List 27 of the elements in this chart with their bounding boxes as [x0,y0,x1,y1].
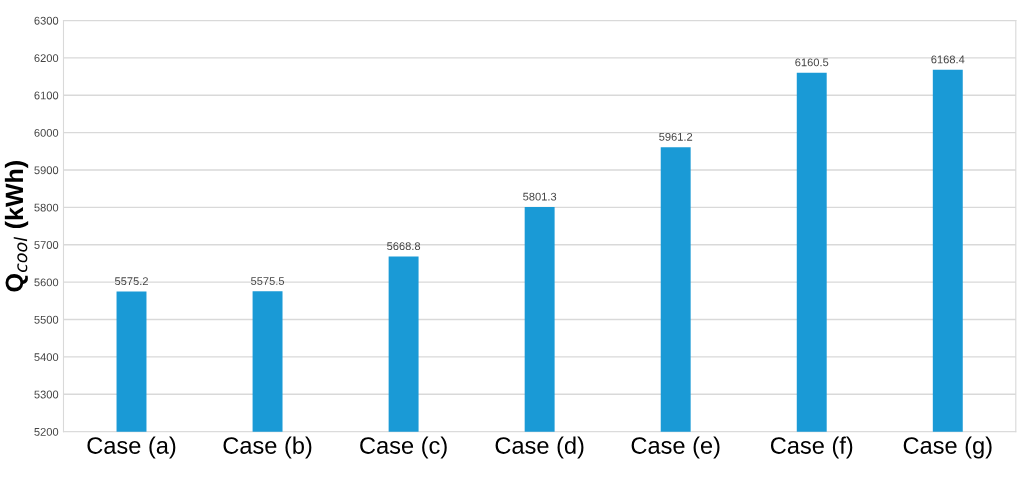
data-label: 6168.4 [931,55,965,64]
y-axis-title: Q$_{cool}$ (kWh) [4,161,29,292]
y-tick-label: 6200 [34,54,59,63]
x-tick-label: Case (e) [631,436,720,459]
x-tick-label: Case (f) [770,436,853,459]
y-tick-label: 6300 [34,16,59,25]
y-tick-label: 6100 [34,91,59,100]
y-tick-label: 5700 [34,241,59,249]
x-tick-label: Case (g) [903,436,992,459]
data-label: 5961.2 [659,132,693,141]
y-tick-label: 6000 [34,128,59,137]
data-label: 6160.5 [795,58,829,67]
y-tick-label: 5300 [34,390,59,399]
y-tick-label: 5800 [34,203,59,212]
x-tick-label: Case (a) [87,436,176,459]
x-tick-label: Case (c) [360,436,447,459]
data-label: 5801.3 [523,192,557,201]
y-tick-label: 5200 [34,427,59,436]
x-tick-label: Case (b) [223,436,312,459]
data-label: 5668.8 [387,242,421,251]
data-label: 5575.2 [114,277,148,286]
y-tick-label: 5500 [34,315,59,324]
data-label: 5575.5 [251,277,285,285]
y-tick-label: 5600 [34,278,59,287]
y-tick-label: 5400 [34,353,59,362]
x-tick-label: Case (d) [495,436,584,459]
y-tick-label: 5900 [34,166,59,175]
